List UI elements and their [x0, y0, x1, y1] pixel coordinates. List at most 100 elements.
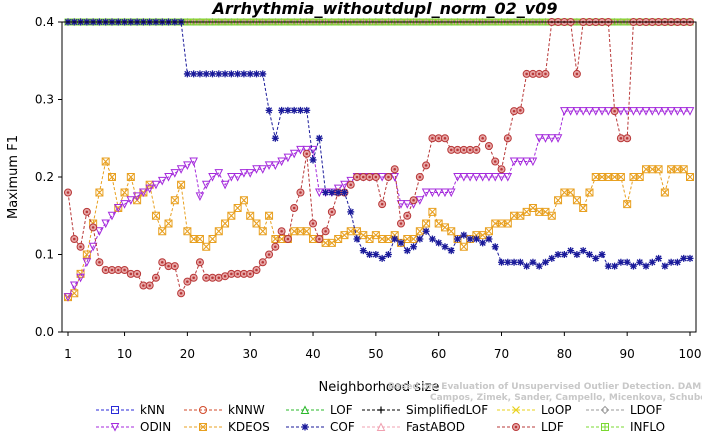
- data-point-odin: [88, 242, 98, 252]
- data-point-odin: [446, 188, 456, 198]
- data-point-odin: [503, 173, 513, 182]
- data-point-ldf: [258, 258, 267, 267]
- data-point-cof: [629, 262, 637, 270]
- data-point-ldf: [346, 180, 355, 189]
- data-point-kdeos: [623, 200, 632, 209]
- data-point-cof: [529, 258, 537, 266]
- data-point-ldf: [70, 235, 79, 243]
- data-point-ldf: [64, 188, 72, 197]
- plot-area: [63, 17, 695, 302]
- data-point-odin: [490, 173, 500, 182]
- data-point-odin: [673, 107, 682, 116]
- data-point-cof: [554, 251, 562, 258]
- legend-marker-knnw: [199, 406, 207, 414]
- data-point-ldf: [120, 266, 129, 274]
- data-point-cof: [215, 70, 223, 78]
- legend-marker-ldof: [600, 405, 610, 415]
- data-point-kdeos: [107, 173, 116, 181]
- legend-marker-lof: [300, 405, 310, 414]
- data-point-odin: [415, 196, 425, 205]
- data-point-odin: [453, 173, 462, 182]
- data-point-odin: [120, 200, 129, 209]
- data-point-ldf: [327, 207, 336, 216]
- data-point-cof: [397, 239, 405, 247]
- data-point-cof: [271, 134, 279, 142]
- x-tick-label: 60: [431, 347, 446, 361]
- x-tick-label: 90: [620, 347, 635, 361]
- data-point-odin: [113, 204, 123, 213]
- data-point-cof: [353, 235, 361, 243]
- y-tick-label: 0.3: [35, 93, 54, 107]
- data-point-odin: [522, 157, 531, 167]
- data-point-ldf: [491, 157, 500, 166]
- data-point-odin: [264, 161, 274, 170]
- data-point-odin: [484, 173, 494, 182]
- data-point-odin: [340, 180, 349, 190]
- data-point-cof: [523, 262, 531, 270]
- data-point-odin: [622, 107, 632, 116]
- data-point-kdeos: [258, 227, 267, 236]
- data-point-cof: [309, 156, 317, 164]
- data-point-odin: [164, 173, 173, 182]
- legend-marker-knn: [111, 406, 119, 414]
- data-point-cof: [648, 258, 656, 266]
- data-point-odin: [176, 165, 186, 174]
- data-point-kdeos: [252, 219, 261, 228]
- data-point-odin: [591, 107, 601, 116]
- data-point-cof: [422, 227, 430, 235]
- x-tick-label: 1: [64, 347, 72, 361]
- data-point-kdeos: [126, 173, 135, 181]
- data-point-odin: [604, 107, 613, 116]
- data-point-ldf: [371, 173, 380, 181]
- data-point-odin: [139, 188, 148, 198]
- data-point-kdeos: [164, 219, 173, 228]
- data-point-cof: [498, 258, 506, 266]
- data-point-ldf: [170, 262, 179, 271]
- legend-item-cof: COF: [286, 420, 355, 434]
- data-point-kdeos: [616, 173, 625, 181]
- data-point-cof: [372, 251, 380, 258]
- data-point-odin: [132, 192, 142, 201]
- legend-label-knn: kNN: [140, 403, 165, 417]
- data-point-kdeos: [221, 219, 230, 228]
- data-point-odin: [283, 153, 293, 163]
- data-point-kdeos: [265, 211, 274, 220]
- data-point-cof: [560, 251, 568, 258]
- data-point-kdeos: [679, 165, 688, 174]
- data-point-cof: [548, 254, 556, 262]
- data-point-cof: [290, 106, 298, 114]
- data-point-ldf: [309, 219, 318, 228]
- data-point-cof: [340, 189, 348, 196]
- data-point-ldf: [133, 269, 142, 278]
- data-point-cof: [466, 235, 474, 243]
- data-point-odin: [183, 161, 192, 170]
- data-point-ldf: [447, 145, 456, 154]
- data-point-odin: [578, 107, 588, 116]
- data-point-cof: [485, 235, 493, 243]
- data-point-ldf: [390, 165, 399, 174]
- data-point-cof: [435, 239, 443, 247]
- legend-label-lof: LOF: [330, 403, 353, 417]
- data-point-kdeos: [554, 196, 563, 205]
- data-point-odin: [107, 211, 117, 221]
- data-point-kdeos: [202, 242, 211, 251]
- data-point-cof: [541, 258, 549, 266]
- data-point-cof: [391, 235, 399, 243]
- data-point-kdeos: [208, 235, 217, 243]
- data-point-odin: [434, 188, 443, 198]
- data-point-ldf: [459, 145, 468, 154]
- legend-item-ldf: LDF: [497, 420, 564, 434]
- legend-marker-kdeos: [199, 423, 207, 431]
- data-point-cof: [359, 247, 367, 255]
- data-point-kdeos: [428, 207, 437, 216]
- data-point-cof: [378, 254, 386, 262]
- data-point-cof: [460, 231, 468, 239]
- data-point-ldf: [246, 269, 255, 278]
- data-point-ldf: [497, 165, 506, 174]
- data-point-odin: [189, 157, 198, 167]
- data-point-odin: [157, 176, 167, 186]
- series-odin: [63, 107, 695, 302]
- data-point-kdeos: [233, 204, 242, 212]
- data-point-odin: [252, 165, 261, 174]
- data-point-odin: [227, 173, 236, 182]
